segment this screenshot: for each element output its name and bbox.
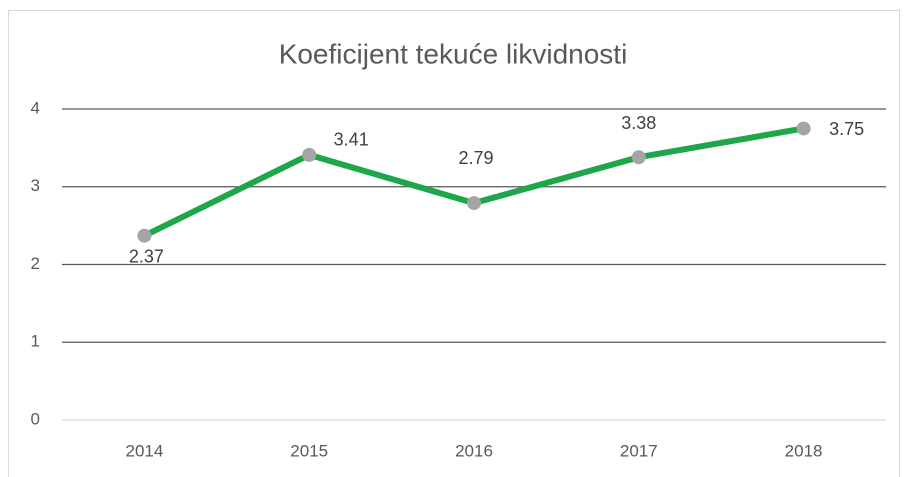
data-label: 2.79 — [458, 148, 493, 168]
chart-border — [8, 10, 900, 477]
data-label: 3.41 — [334, 130, 369, 150]
x-tick-label: 2018 — [785, 441, 823, 460]
y-tick-label: 4 — [31, 98, 40, 117]
data-point — [796, 121, 811, 136]
data-label: 3.75 — [829, 119, 864, 139]
data-point — [137, 228, 152, 243]
data-point — [467, 196, 481, 211]
y-tick-label: 0 — [31, 409, 40, 428]
y-tick-label: 1 — [31, 332, 40, 351]
data-point — [631, 150, 646, 165]
chart-title: Koeficijent tekuće likvidnosti — [279, 38, 628, 69]
y-tick-label: 3 — [31, 176, 40, 195]
x-tick-label: 2015 — [290, 441, 328, 460]
x-tick-label: 2016 — [455, 441, 493, 460]
data-label: 3.38 — [621, 113, 656, 133]
x-tick-label: 2014 — [125, 441, 163, 460]
y-tick-label: 2 — [31, 254, 40, 273]
data-line — [143, 125, 805, 239]
data-label: 2.37 — [129, 246, 164, 266]
data-point — [302, 147, 317, 162]
x-tick-label: 2017 — [620, 441, 658, 460]
